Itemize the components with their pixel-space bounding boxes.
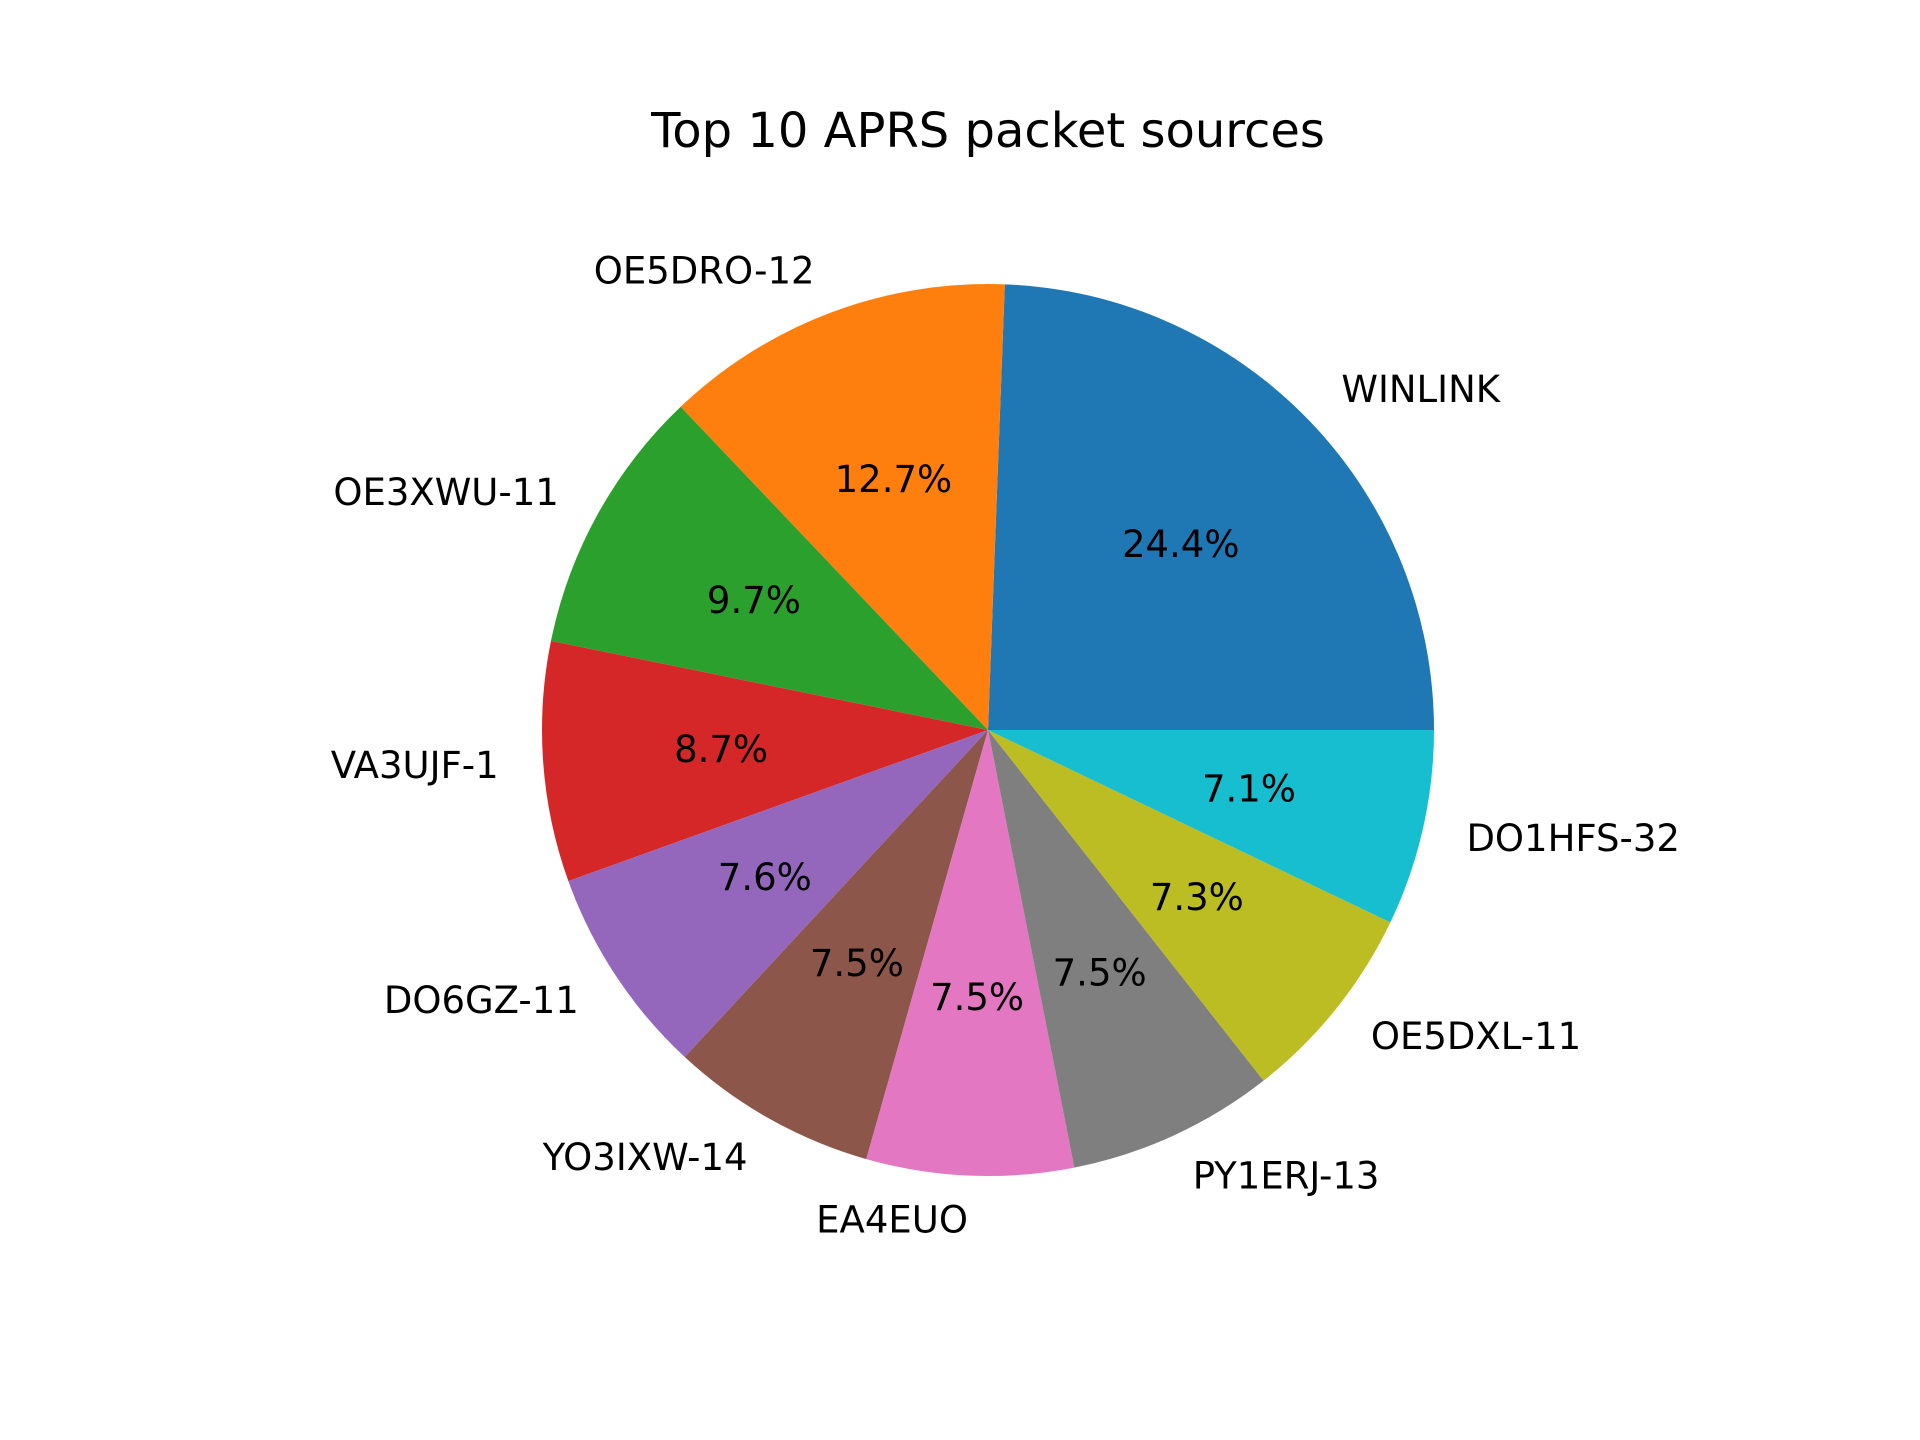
slice-percent-label: 7.3% — [1150, 876, 1244, 919]
pie-slice-winlink — [988, 284, 1434, 730]
slice-percent-label: 7.5% — [1053, 952, 1147, 995]
slice-percent-label: 24.4% — [1122, 523, 1240, 566]
slice-label: DO1HFS-32 — [1466, 817, 1680, 860]
pie-slice-oe3xwu-11 — [550, 406, 988, 730]
slice-label: OE5DRO-12 — [594, 250, 815, 293]
chart-title: Top 10 APRS packet sources — [650, 103, 1325, 159]
pie-slice-va3ujf-1 — [542, 640, 988, 882]
pie-slice-yo3ixw-14 — [684, 730, 988, 1160]
pie-slice-oe5dxl-11 — [988, 730, 1391, 1081]
slice-percent-label: 7.5% — [810, 942, 904, 985]
pie-slice-do1hfs-32 — [988, 730, 1434, 923]
slice-percent-label: 12.7% — [835, 458, 953, 501]
slice-percent-label: 9.7% — [707, 579, 801, 622]
slice-label: PY1ERJ-13 — [1193, 1154, 1380, 1197]
slice-label: YO3IXW-14 — [542, 1136, 748, 1179]
pie-slice-py1erj-13 — [988, 730, 1264, 1168]
pie-slice-do6gz-11 — [568, 730, 988, 1058]
slice-label: DO6GZ-11 — [384, 979, 579, 1022]
slice-label: EA4EUO — [816, 1199, 968, 1242]
slice-label: VA3UJF-1 — [331, 744, 499, 787]
slice-label: OE3XWU-11 — [333, 471, 559, 514]
slice-percent-label: 8.7% — [674, 728, 768, 771]
slice-percent-label: 7.6% — [718, 856, 812, 899]
pie-slice-oe5dro-12 — [680, 284, 1005, 730]
pie-slice-ea4euo — [866, 730, 1075, 1177]
slice-label: OE5DXL-11 — [1371, 1015, 1581, 1058]
slice-percent-label: 7.1% — [1202, 768, 1296, 811]
slice-percent-label: 7.5% — [930, 976, 1024, 1019]
slice-label: WINLINK — [1341, 368, 1501, 411]
